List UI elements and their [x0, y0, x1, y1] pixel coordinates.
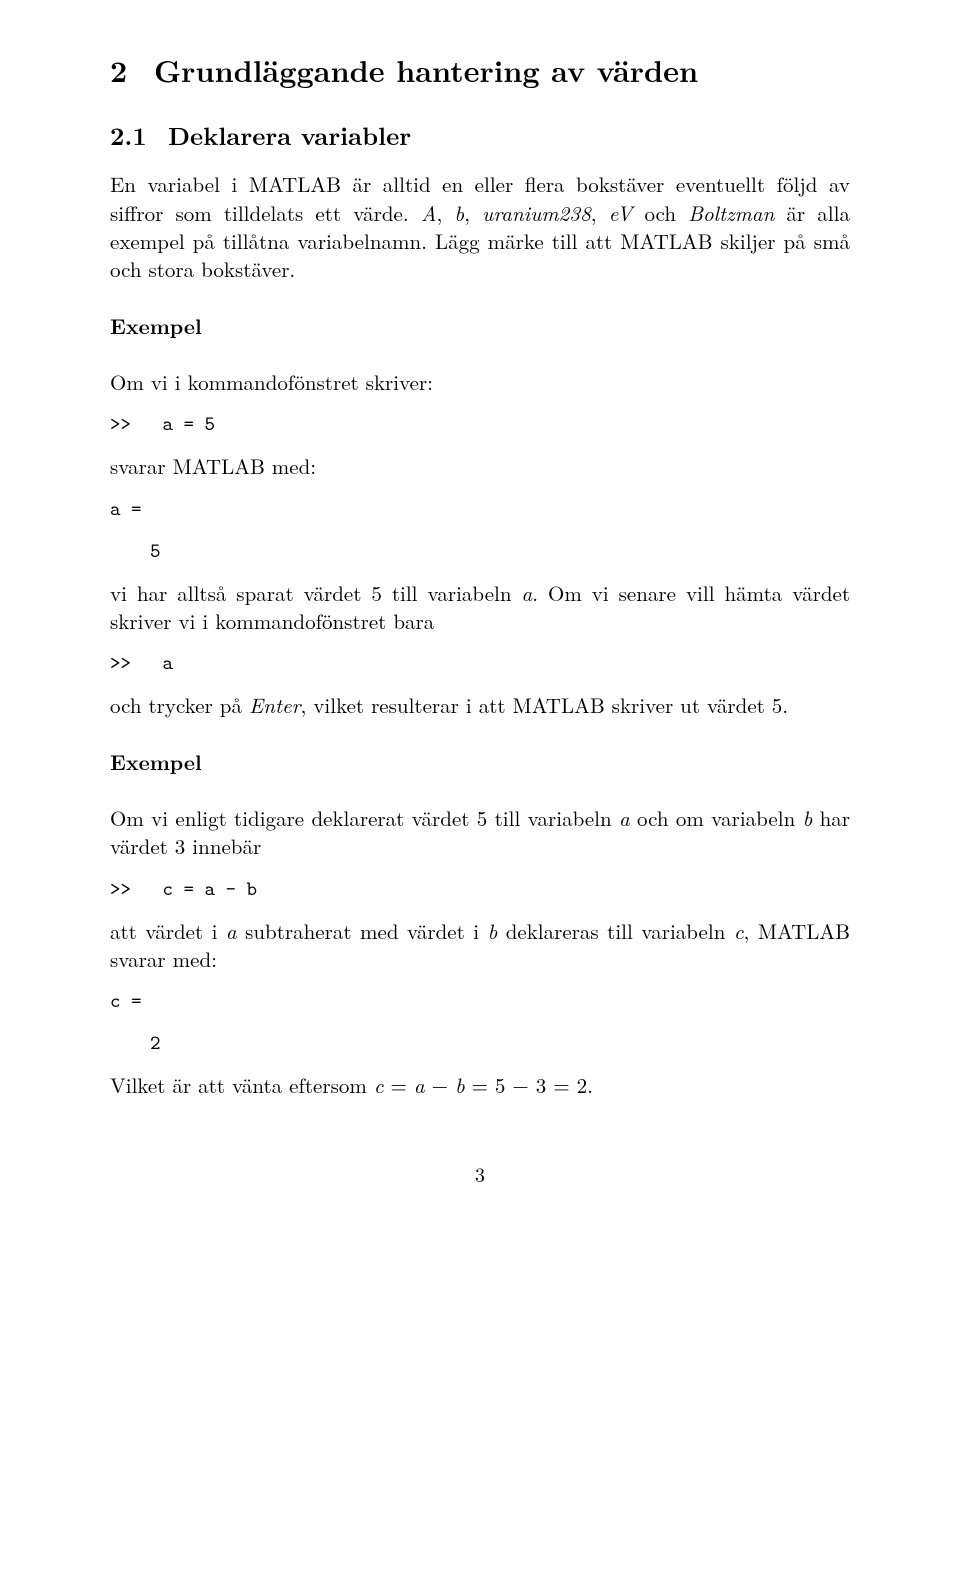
- paragraph: vi har alltså sparat värdet 5 till varia…: [110, 579, 850, 636]
- paragraph: och trycker på Enter, vilket resulterar …: [110, 691, 850, 719]
- text: ,: [436, 198, 454, 228]
- var-name: a: [226, 916, 237, 946]
- var-name: eV: [609, 198, 633, 228]
- code-output: a =: [110, 495, 850, 523]
- paragraph-intro: En variabel i MATLAB är alltid en eller …: [110, 170, 850, 283]
- text: att värdet i: [110, 916, 226, 946]
- text: subtraherat med värdet i: [237, 916, 488, 946]
- text: Vilket är att vänta eftersom: [110, 1070, 374, 1100]
- var-name: a: [521, 578, 532, 608]
- text: ,: [591, 198, 609, 228]
- text: , vilket resulterar i att MATLAB skriver…: [300, 690, 788, 720]
- paragraph: att värdet i a subtraherat med värdet i …: [110, 917, 850, 974]
- var-name: b: [455, 1070, 465, 1100]
- code-output-value: 5: [110, 537, 850, 565]
- code-input: >> a = 5: [110, 410, 850, 438]
- code-output: c =: [110, 987, 850, 1015]
- text: deklareras till variabeln: [497, 916, 734, 946]
- subsection-number: 2.1: [110, 119, 168, 153]
- text: och trycker på: [110, 690, 249, 720]
- section-heading: 2 Grundläggande hantering av värden: [110, 50, 850, 91]
- paragraph: Om vi i kommandofönstret skriver:: [110, 368, 850, 396]
- page-number: 3: [110, 1160, 850, 1187]
- key-name: Enter: [249, 690, 301, 720]
- code-input: >> a: [110, 649, 850, 677]
- example-heading: Exempel: [110, 748, 850, 776]
- text: ,: [464, 198, 482, 228]
- var-name: b: [454, 198, 464, 228]
- var-name: b: [488, 916, 498, 946]
- text: Om vi enligt tidigare deklarerat värdet …: [110, 803, 619, 833]
- var-name: b: [803, 803, 813, 833]
- code-input: >> c = a - b: [110, 875, 850, 903]
- subsection-title: Deklarera variabler: [168, 119, 411, 153]
- var-name: A: [421, 198, 437, 228]
- paragraph: Om vi enligt tidigare deklarerat värdet …: [110, 804, 850, 861]
- text: =: [384, 1070, 414, 1100]
- text: −: [425, 1070, 455, 1100]
- var-name: uranium238: [482, 198, 591, 228]
- text: = 5 − 3 = 2.: [465, 1070, 593, 1100]
- text: vi har alltså sparat värdet 5 till varia…: [110, 578, 521, 608]
- paragraph: Vilket är att vänta eftersom c = a − b =…: [110, 1071, 850, 1099]
- section-number: 2: [110, 50, 154, 91]
- code-output-value: 2: [110, 1029, 850, 1057]
- paragraph: svarar MATLAB med:: [110, 452, 850, 480]
- example-heading: Exempel: [110, 312, 850, 340]
- var-name: Boltzman: [688, 198, 774, 228]
- subsection-heading: 2.1 Deklarera variabler: [110, 119, 850, 153]
- text: och om variabeln: [630, 803, 803, 833]
- var-name: c: [374, 1070, 384, 1100]
- var-name: a: [414, 1070, 425, 1100]
- var-name: a: [619, 803, 630, 833]
- text: och: [632, 198, 688, 228]
- section-title: Grundläggande hantering av värden: [154, 50, 698, 91]
- var-name: c: [734, 916, 744, 946]
